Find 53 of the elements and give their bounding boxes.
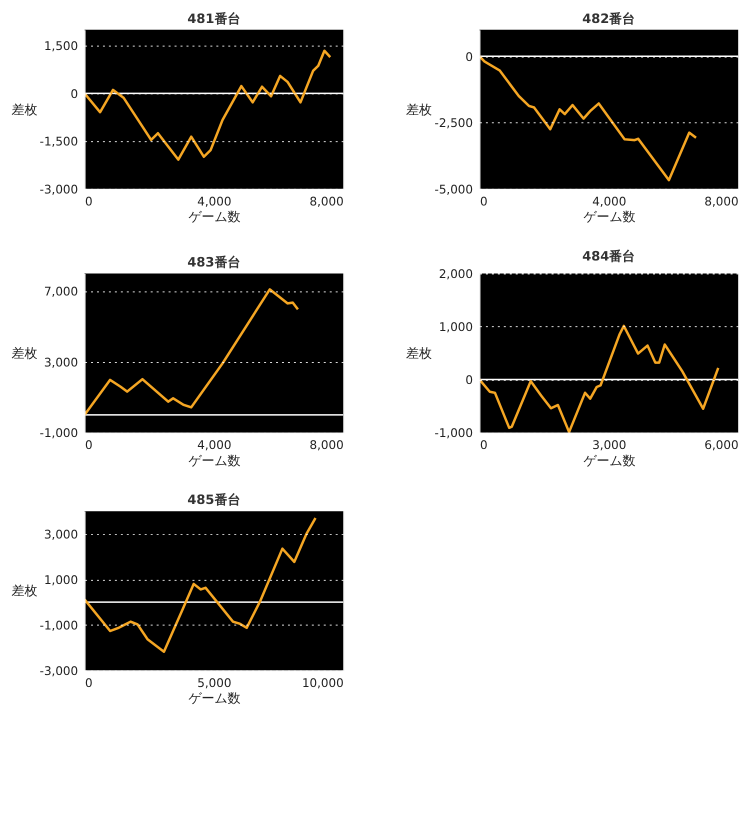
x-tick-label: 0 <box>85 676 93 690</box>
y-tick-label: 3,000 <box>44 355 78 370</box>
y-tick-label: -5,000 <box>434 182 473 196</box>
y-axis-title: 差枚 <box>11 346 38 362</box>
y-tick-label: -1,000 <box>40 618 78 632</box>
y-tick-label: 1,000 <box>438 320 473 334</box>
line-series <box>84 288 300 416</box>
x-axis-title: ゲーム数 <box>583 454 636 469</box>
x-axis-title: ゲーム数 <box>188 210 240 226</box>
x-tick-label: 6,000 <box>704 438 739 452</box>
x-tick-label: 0 <box>480 438 488 452</box>
y-tick-label: 3,000 <box>44 527 78 542</box>
x-tick-label: 8,000 <box>310 194 344 208</box>
x-tick-label: 0 <box>85 194 93 208</box>
y-tick-label: 0 <box>70 86 78 101</box>
x-tick-label: 10,000 <box>302 676 344 690</box>
x-tick-label: 4,000 <box>592 194 626 208</box>
y-axis-title: 差枚 <box>11 102 38 118</box>
y-tick-label: -1,000 <box>40 426 78 440</box>
line-series <box>479 55 698 182</box>
chart-title: 485番台 <box>187 492 240 508</box>
x-tick-label: 3,000 <box>592 438 626 452</box>
y-tick-label: -1,000 <box>434 426 473 440</box>
chart-title: 483番台 <box>187 254 240 270</box>
y-axis-title: 差枚 <box>11 584 38 600</box>
x-axis-title: ゲーム数 <box>188 454 240 469</box>
x-tick-label: 4,000 <box>197 194 232 208</box>
chart-title: 481番台 <box>187 10 240 27</box>
y-tick-label: -3,000 <box>40 664 78 678</box>
line-series <box>84 516 317 653</box>
y-tick-label: 1,500 <box>44 39 78 54</box>
x-axis-title: ゲーム数 <box>583 210 636 226</box>
y-tick-label: -2,500 <box>434 116 473 130</box>
y-tick-label: 2,000 <box>438 266 473 281</box>
line-series <box>479 324 720 433</box>
x-tick-label: 0 <box>480 194 488 208</box>
y-tick-label: 0 <box>465 373 473 388</box>
x-tick-label: 4,000 <box>197 438 232 452</box>
line-series <box>84 50 332 161</box>
y-tick-label: 7,000 <box>44 284 78 299</box>
x-tick-label: 0 <box>85 438 93 452</box>
y-axis-title: 差枚 <box>406 346 432 362</box>
chart-title: 484番台 <box>582 248 636 265</box>
chart-title: 482番台 <box>582 10 636 27</box>
x-tick-label: 8,000 <box>704 194 739 208</box>
y-tick-label: -1,500 <box>40 134 78 149</box>
y-tick-label: 1,000 <box>44 572 78 587</box>
x-tick-label: 8,000 <box>310 438 344 452</box>
x-tick-label: 5,000 <box>197 676 232 690</box>
y-tick-label: -3,000 <box>40 182 78 196</box>
x-axis-title: ゲーム数 <box>188 692 240 707</box>
y-axis-title: 差枚 <box>406 102 432 118</box>
y-tick-label: 0 <box>465 50 473 64</box>
